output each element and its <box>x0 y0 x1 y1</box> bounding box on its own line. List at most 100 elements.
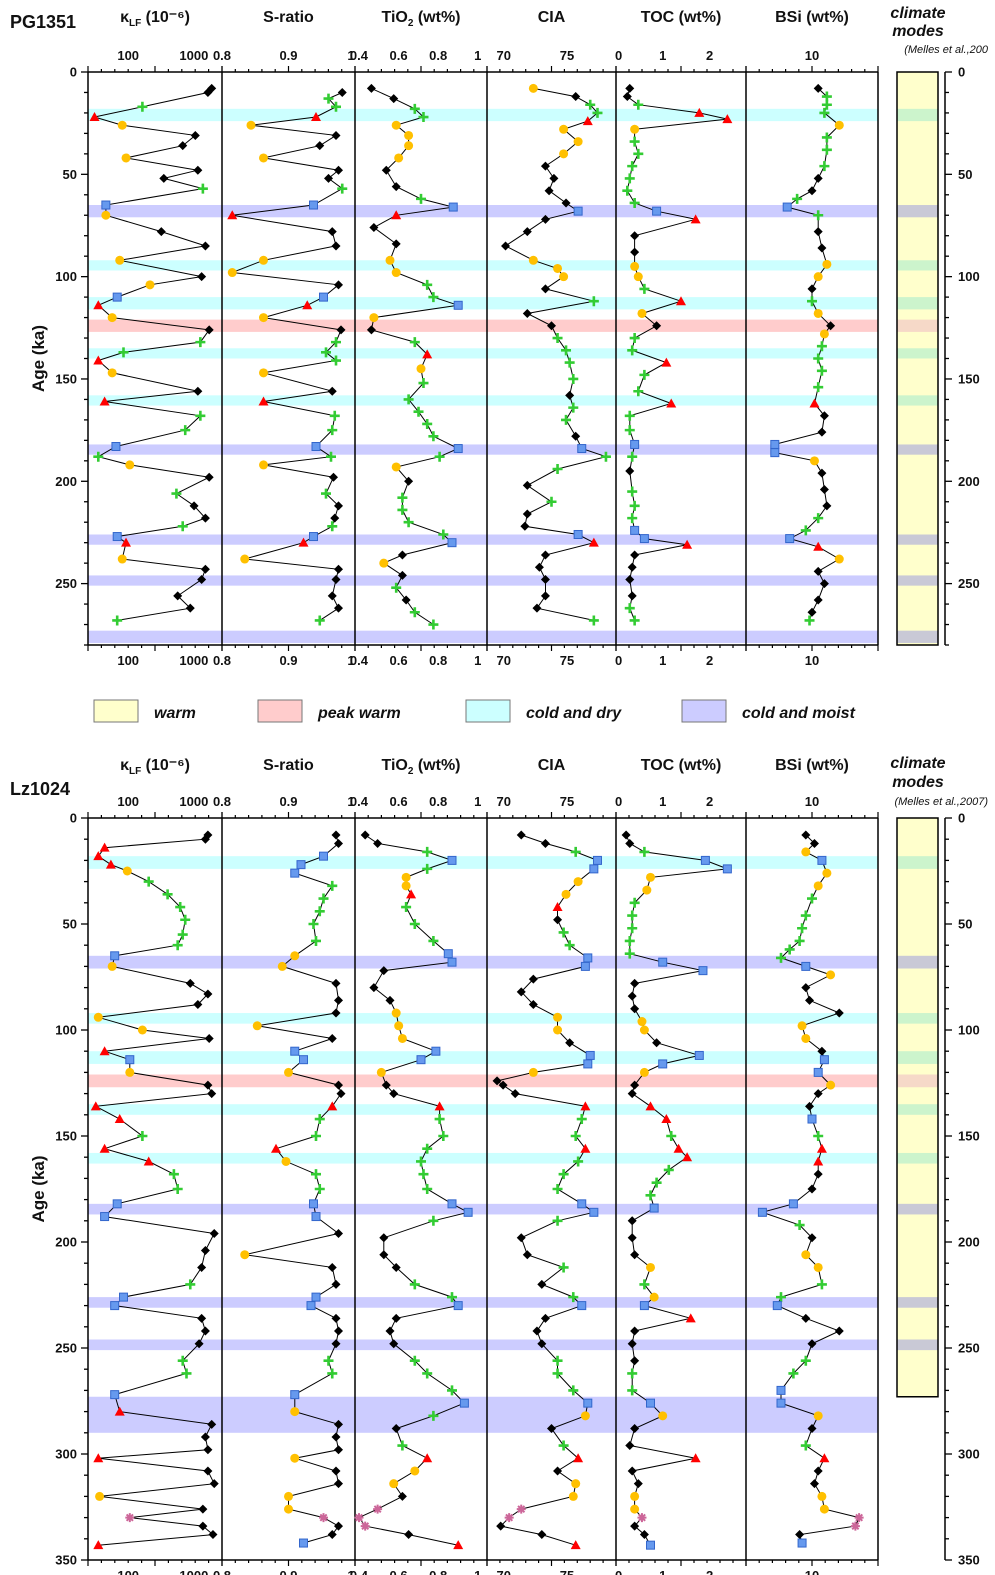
data-point <box>588 615 599 626</box>
data-point <box>621 830 631 840</box>
column-title: BSi (wt%) <box>775 9 849 26</box>
column-3: CIA 70 75 70 75 <box>486 9 617 668</box>
data-point <box>627 923 638 934</box>
data-point <box>813 353 824 364</box>
series-line <box>625 834 728 1546</box>
top-tick-label: 1000 <box>179 48 208 63</box>
band-cold_moist <box>88 1203 878 1215</box>
data-point <box>537 1279 547 1289</box>
right-y-tick-label: 200 <box>958 1235 980 1250</box>
data-point <box>633 1479 643 1489</box>
data-point <box>801 1033 811 1043</box>
bottom-tick-label: 0.8 <box>429 1568 447 1575</box>
data-point <box>630 978 640 988</box>
data-point <box>561 889 571 899</box>
column-title: CIA <box>538 757 566 774</box>
data-point <box>807 1184 817 1194</box>
data-point <box>800 1355 811 1366</box>
climate-segment-cold_moist <box>897 575 938 586</box>
data-point <box>259 153 268 163</box>
data-point <box>331 101 341 112</box>
data-point <box>376 1067 386 1077</box>
data-point <box>639 1301 649 1311</box>
data-point <box>813 173 823 183</box>
data-point <box>331 337 341 348</box>
bottom-tick-label: 1 <box>659 1568 666 1575</box>
data-point <box>409 1279 420 1290</box>
data-point <box>198 1521 208 1531</box>
bottom-tick-label: 0.9 <box>279 1568 297 1575</box>
climate-segment-cold_dry <box>897 395 938 406</box>
data-point <box>180 914 191 925</box>
data-point <box>564 357 575 368</box>
column-5: BSi (wt%) 10 10 <box>745 9 879 668</box>
data-point <box>522 1250 532 1260</box>
data-point <box>532 1326 542 1336</box>
data-point <box>627 1385 638 1396</box>
climate-title-2: modes <box>892 23 944 40</box>
data-point <box>334 1419 343 1429</box>
right-y-tick-label: 50 <box>958 167 972 182</box>
data-point <box>813 881 823 891</box>
data-point <box>700 855 710 865</box>
data-point <box>797 923 808 934</box>
data-point <box>682 539 693 549</box>
data-point <box>794 1220 805 1231</box>
data-point <box>90 1101 101 1111</box>
data-point <box>776 1385 786 1395</box>
data-point <box>722 864 732 874</box>
data-point <box>327 1262 337 1272</box>
data-point <box>819 107 830 118</box>
column-title: S-ratio <box>263 9 314 26</box>
data-point <box>682 1152 693 1162</box>
data-point <box>438 1131 449 1141</box>
climate-bar-frame <box>896 817 939 1398</box>
data-point <box>318 893 329 904</box>
data-point <box>630 247 640 257</box>
data-point <box>110 951 120 961</box>
data-point <box>788 1199 798 1209</box>
band-cold_moist <box>88 955 878 969</box>
column-title-main: κ <box>120 757 129 774</box>
data-point <box>203 1445 213 1455</box>
data-point <box>422 1368 433 1379</box>
data-point <box>101 200 111 210</box>
data-point <box>290 1453 300 1463</box>
data-point <box>822 501 832 511</box>
data-point <box>627 161 638 172</box>
column-title-unit: (10⁻⁶) <box>141 9 190 26</box>
data-point <box>826 1080 836 1090</box>
data-point <box>227 210 238 220</box>
data-point <box>366 83 376 93</box>
data-point <box>121 153 131 163</box>
data-point <box>331 575 341 585</box>
top-tick-label: 100 <box>117 794 139 809</box>
y-tick-label: 250 <box>55 1341 77 1356</box>
data-point <box>633 272 643 282</box>
data-point <box>622 185 633 196</box>
top-tick-label: 1000 <box>179 794 208 809</box>
data-point <box>413 406 424 417</box>
legend-swatch-cold_dry <box>465 699 511 723</box>
band-cold_moist <box>88 1396 878 1433</box>
data-point <box>240 554 250 564</box>
data-point <box>336 1089 346 1099</box>
data-point <box>540 161 550 171</box>
data-point <box>817 1046 827 1056</box>
bottom-tick-label: 0.9 <box>279 653 297 668</box>
data-point <box>630 1080 640 1090</box>
series-line <box>495 834 599 1546</box>
data-point <box>522 509 532 519</box>
data-point <box>528 974 538 984</box>
data-point <box>137 1131 148 1141</box>
data-point <box>385 255 395 265</box>
data-point <box>813 1169 823 1179</box>
data-point <box>658 1411 668 1421</box>
data-point <box>813 210 824 221</box>
column-1: S-ratio 0.8 0.9 1 0.8 0.9 1 <box>213 9 356 668</box>
data-point <box>180 425 191 436</box>
data-point <box>552 1368 563 1379</box>
climate-citation: (Melles et al.,200 <box>904 44 989 56</box>
data-point <box>463 1207 473 1217</box>
